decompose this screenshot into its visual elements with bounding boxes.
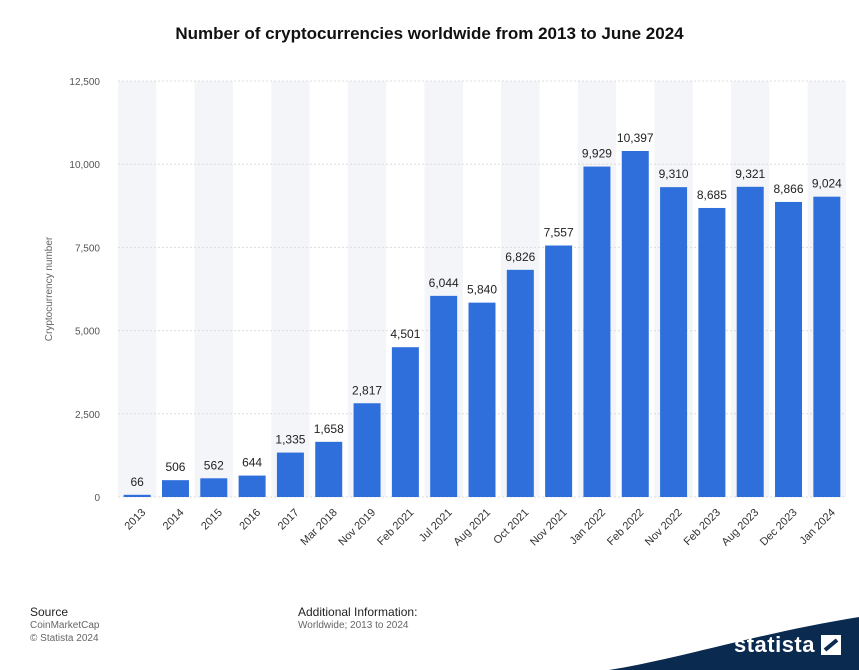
bar (583, 166, 611, 498)
x-tick-label: Aug 2021 (451, 507, 493, 549)
bar-chart: 0 2,500 5,000 7,500 10,000 12,500 Cryptocurren… (44, 77, 846, 549)
x-tick-label: Nov 2019 (336, 507, 378, 549)
brand-swoosh (609, 617, 859, 670)
value-label: 2,817 (352, 383, 382, 397)
x-tick-label: Jan 2022 (568, 507, 608, 547)
bar (545, 245, 573, 497)
x-tick-label: Aug 2023 (720, 507, 762, 549)
x-tick-label: 2013 (122, 507, 148, 533)
y-axis-label: Cryptocurrency number (44, 236, 55, 341)
value-label: 562 (204, 458, 224, 472)
bar (391, 347, 419, 497)
bar (660, 187, 688, 497)
value-label: 9,321 (735, 167, 765, 181)
x-tick-label: Jan 2024 (797, 507, 837, 547)
x-tick-label: Dec 2023 (758, 507, 800, 549)
x-tick-label: 2014 (161, 507, 187, 533)
bar (353, 403, 381, 497)
value-label: 8,685 (697, 188, 727, 202)
x-tick-label: Jul 2021 (417, 507, 455, 545)
bar (430, 295, 458, 497)
bar (698, 207, 726, 497)
value-label: 9,024 (812, 177, 842, 191)
additional-info-heading: Additional Information: (298, 605, 418, 619)
y-tick-label: 7,500 (75, 243, 100, 254)
x-tick-label: Nov 2022 (643, 507, 685, 549)
additional-info-block: Additional Information: Worldwide; 2013 … (298, 606, 417, 632)
column-band (271, 81, 310, 497)
x-tick-label: Oct 2021 (491, 507, 531, 547)
value-label: 6,044 (429, 276, 459, 290)
value-label: 1,658 (314, 422, 344, 436)
y-tick-label: 2,500 (75, 410, 100, 421)
x-tick-label: Feb 2022 (605, 507, 646, 548)
source-line-1: CoinMarketCap (30, 620, 100, 631)
chart-title: Number of cryptocurrencies worldwide fro… (175, 24, 684, 43)
additional-info-line: Worldwide; 2013 to 2024 (298, 620, 409, 631)
bar (621, 150, 649, 497)
bar (276, 452, 304, 497)
x-tick-label: Feb 2023 (682, 507, 723, 548)
value-label: 7,557 (544, 226, 574, 240)
y-tick-label: 5,000 (75, 327, 100, 338)
bar (123, 494, 151, 497)
value-label: 9,929 (582, 147, 612, 161)
source-heading: Source (30, 605, 69, 619)
source-line-2: © Statista 2024 (30, 633, 99, 644)
value-label: 66 (130, 475, 144, 489)
bar (315, 441, 343, 497)
x-tick-label: Mar 2018 (299, 507, 340, 548)
y-tick-label: 12,500 (69, 77, 100, 88)
bar (736, 186, 764, 497)
value-label: 644 (242, 456, 262, 470)
value-label: 9,310 (659, 167, 689, 181)
bar (813, 196, 841, 497)
statista-brand[interactable]: statista (609, 615, 859, 670)
value-label: 1,335 (275, 433, 305, 447)
bar (161, 480, 189, 497)
x-tick-label: 2015 (199, 507, 225, 533)
value-label: 4,501 (390, 327, 420, 341)
column-band (118, 81, 157, 497)
value-label: 10,397 (617, 131, 654, 145)
brand-name: statista (733, 632, 815, 657)
x-tick-label: 2016 (237, 507, 263, 533)
y-tick-label: 0 (94, 493, 100, 504)
x-tick-label: Nov 2021 (528, 507, 570, 549)
y-tick-label: 10,000 (69, 160, 100, 171)
value-label: 5,840 (467, 283, 497, 297)
bar (506, 269, 534, 497)
bar (238, 475, 266, 497)
value-label: 506 (165, 460, 185, 474)
bar (200, 478, 228, 497)
x-tick-label: Feb 2021 (375, 507, 416, 548)
value-label: 8,866 (774, 182, 804, 196)
value-label: 6,826 (505, 250, 535, 264)
column-band (194, 81, 233, 497)
source-block: Source CoinMarketCap © Statista 2024 (30, 606, 99, 645)
x-tick-label: 2017 (276, 507, 302, 533)
bar (775, 201, 803, 497)
statista-logo-icon (821, 635, 841, 655)
bar (468, 302, 496, 497)
